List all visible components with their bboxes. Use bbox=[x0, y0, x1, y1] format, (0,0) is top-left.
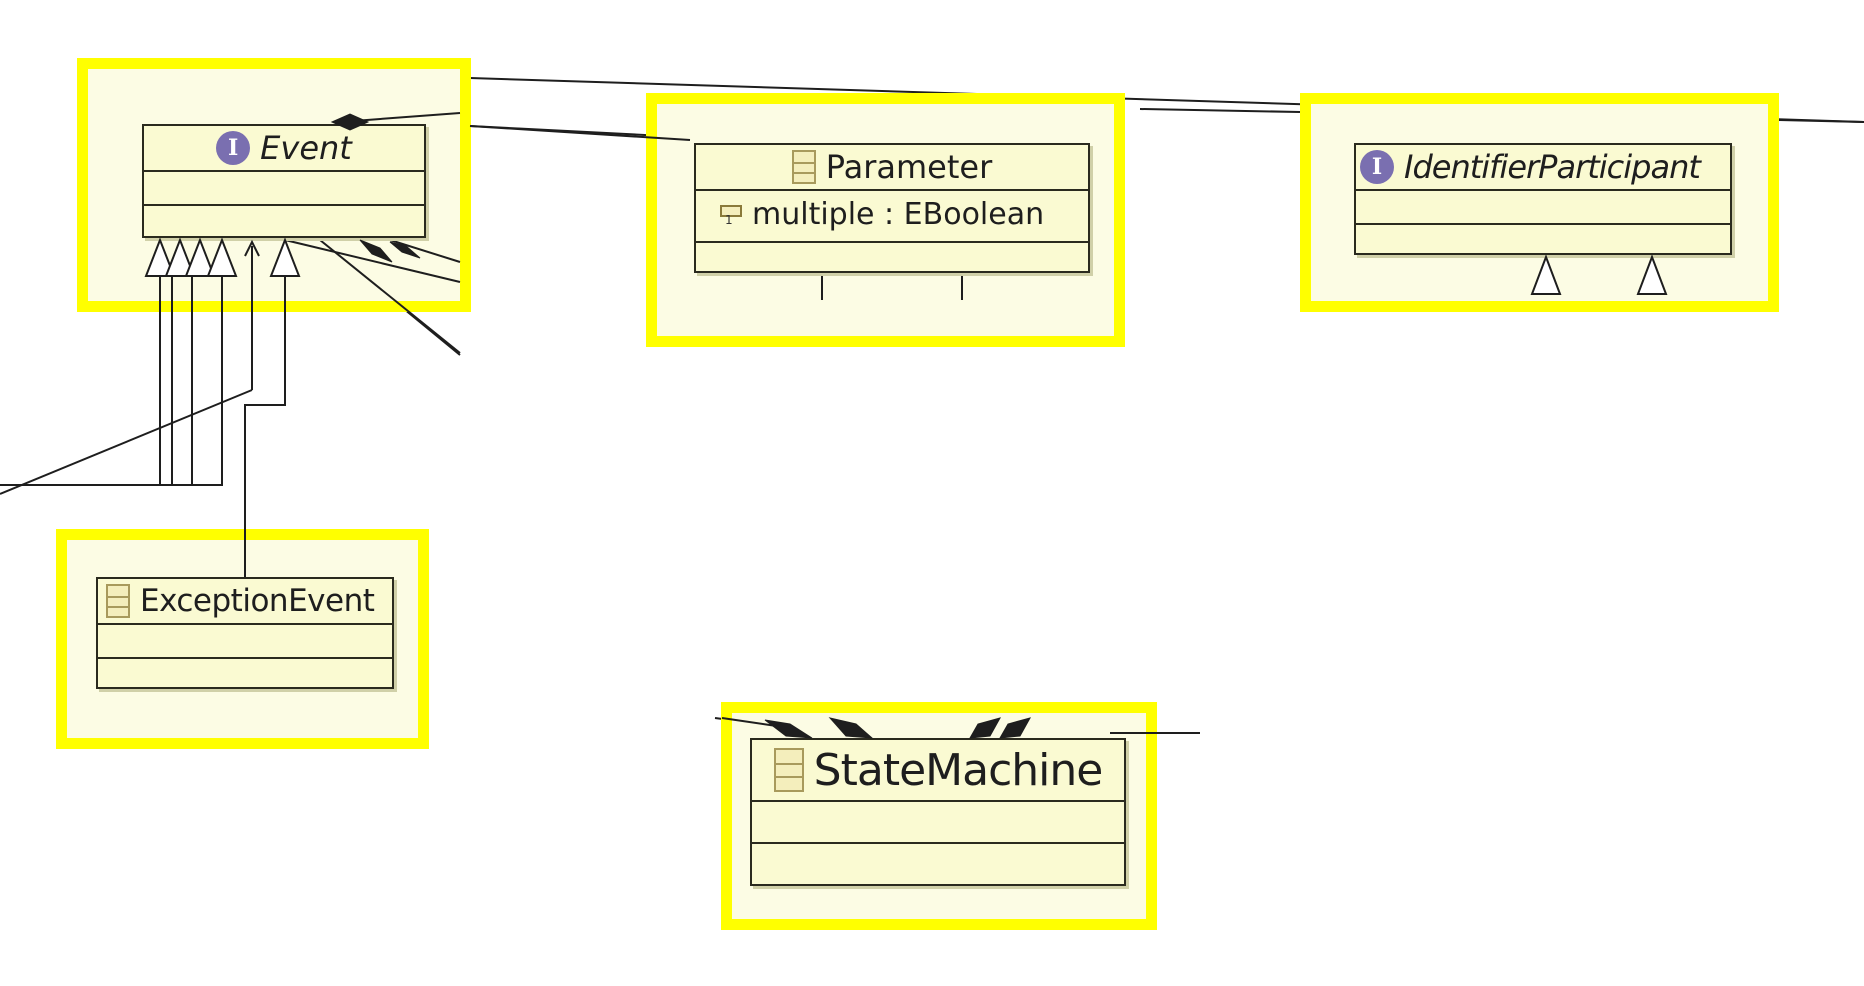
attributes-compartment: multiple : EBoolean bbox=[696, 191, 1088, 243]
class-header-state-machine: StateMachine bbox=[752, 740, 1124, 802]
interface-icon: I bbox=[216, 131, 251, 165]
generalization-arrowhead bbox=[184, 237, 216, 277]
attributes-compartment bbox=[1356, 191, 1730, 225]
interface-icon: I bbox=[1360, 150, 1394, 184]
class-name-exception-event: ExceptionEvent bbox=[140, 583, 375, 619]
attributes-compartment bbox=[98, 625, 392, 659]
generalization-line bbox=[244, 275, 286, 570]
dependency-line bbox=[0, 389, 253, 495]
attributes-compartment bbox=[144, 172, 424, 206]
class-icon bbox=[791, 150, 816, 184]
association-line bbox=[389, 239, 461, 263]
association-line bbox=[1139, 108, 1301, 113]
class-box-event[interactable]: I Event bbox=[142, 124, 426, 238]
class-box-exception-event[interactable]: ExceptionEvent bbox=[96, 577, 394, 689]
composition-diamond bbox=[969, 717, 1002, 739]
attribute-icon bbox=[718, 203, 742, 227]
class-box-state-machine[interactable]: StateMachine bbox=[750, 738, 1126, 886]
class-name-identifier-participant: IdentifierParticipant bbox=[1404, 148, 1701, 186]
class-icon bbox=[106, 584, 130, 618]
association-line bbox=[319, 239, 461, 354]
association-line bbox=[1778, 119, 1864, 123]
attributes-compartment bbox=[752, 802, 1124, 844]
generalization-arrowhead bbox=[164, 237, 196, 277]
composition-diamond bbox=[828, 717, 874, 739]
attribute-label: multiple : EBoolean bbox=[752, 197, 1045, 232]
class-name-state-machine: StateMachine bbox=[813, 744, 1104, 796]
composition-diamond bbox=[764, 719, 813, 739]
class-header-parameter: Parameter bbox=[696, 145, 1088, 191]
generalization-arrowhead bbox=[1530, 254, 1562, 295]
class-header-identifier-participant: I IdentifierParticipant bbox=[1356, 145, 1730, 191]
composition-diamond bbox=[389, 241, 421, 259]
class-header-exception-event: ExceptionEvent bbox=[98, 579, 392, 625]
attribute-row[interactable]: multiple : EBoolean bbox=[718, 197, 1044, 232]
generalization-arrowhead bbox=[1636, 254, 1668, 295]
composition-diamond bbox=[999, 717, 1032, 739]
generalization-arrowhead bbox=[144, 237, 176, 277]
dependency-arrowhead bbox=[244, 239, 260, 257]
generalization-arrowhead bbox=[206, 237, 238, 277]
class-name-event: Event bbox=[260, 129, 352, 167]
generalization-arrowhead bbox=[269, 237, 301, 277]
class-header-event: I Event bbox=[144, 126, 424, 172]
composition-diamond bbox=[330, 113, 370, 131]
composition-diamond bbox=[359, 239, 393, 263]
class-box-identifier-participant[interactable]: I IdentifierParticipant bbox=[1354, 143, 1732, 255]
association-line bbox=[284, 239, 461, 283]
class-name-parameter: Parameter bbox=[825, 148, 993, 186]
class-box-parameter[interactable]: Parameter multiple : EBoolean bbox=[694, 143, 1090, 273]
class-icon bbox=[773, 748, 804, 792]
association-line bbox=[469, 125, 691, 141]
generalization-line bbox=[160, 275, 223, 486]
